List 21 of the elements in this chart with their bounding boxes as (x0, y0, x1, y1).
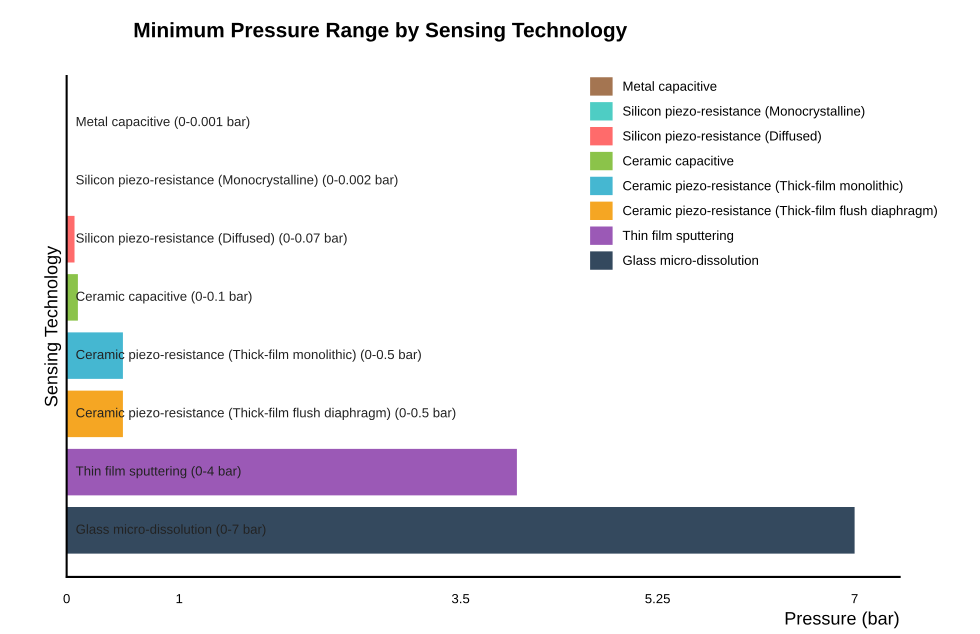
y-tick-label: Glass micro-dissolution (0-7 bar) (76, 524, 266, 536)
x-tick-label: 1 (176, 594, 182, 604)
legend-label: Silicon piezo-resistance (Monocrystalline) (623, 106, 864, 118)
x-tick-label: 5.25 (645, 594, 670, 604)
y-tick-label: Silicon piezo-resistance (Diffused) (0-0.07 bar) (76, 233, 347, 246)
legend-label: Ceramic capacitive (623, 156, 734, 168)
x-axis-title: Pressure (bar) (786, 611, 899, 628)
x-tick-label: 0 (63, 594, 70, 604)
y-tick-label: Metal capacitive (0-0.001 bar) (76, 116, 250, 129)
legend-label: Silicon piezo-resistance (Diffused) (623, 130, 821, 144)
legend-label: Thin film sputtering (622, 230, 734, 243)
y-tick-label: Thin film sputtering (0-4 bar) (76, 466, 241, 478)
legend-label: Ceramic piezo-resistance (Thick-film monolithic) (623, 180, 902, 193)
x-tick-label: 7 (852, 594, 858, 604)
chart-title: Minimum Pressure Range by Sensing Technology (134, 22, 628, 42)
x-tick-label: 3.5 (452, 594, 470, 604)
legend-label: Metal capacitive (624, 81, 716, 94)
y-tick-label: Silicon piezo-resistance (Monocrystalline) (0-0.002 bar) (76, 174, 398, 188)
legend-label: Ceramic piezo-resistance (Thick-film flush diaphragm) (623, 206, 937, 218)
y-axis-title: Sensing Technology (44, 246, 62, 406)
legend-label: Glass micro-dissolution (623, 255, 758, 265)
